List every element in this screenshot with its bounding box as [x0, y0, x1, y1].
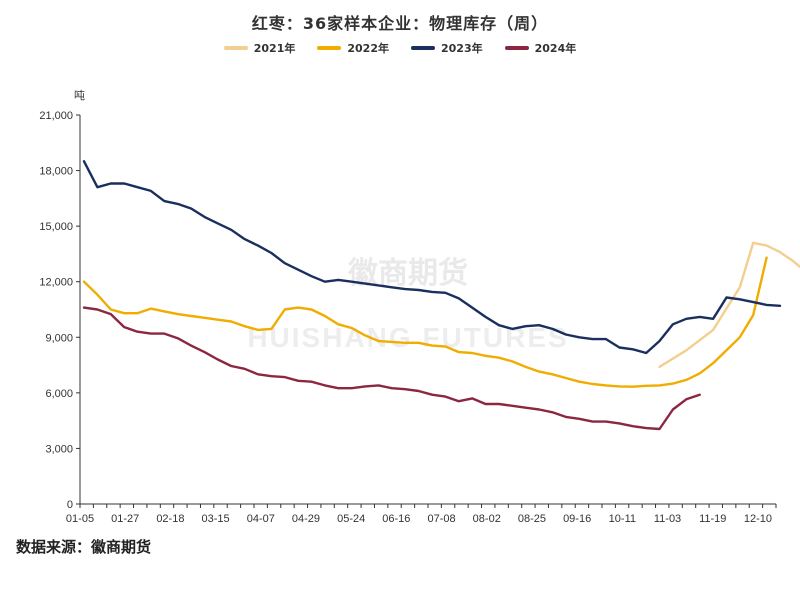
- chart-title: 红枣：36家样本企业：物理库存（周）: [251, 14, 549, 33]
- chart-series: [82, 160, 800, 431]
- x-tick-label: 06-16: [382, 513, 410, 525]
- y-tick-label: 21,000: [39, 110, 73, 122]
- y-tick-label: 6,000: [45, 388, 73, 400]
- legend-swatch-2024: [504, 46, 529, 50]
- legend-swatch-2022: [317, 46, 342, 50]
- series-line-2021年: [658, 241, 800, 369]
- x-tick-label: 11-03: [654, 513, 681, 525]
- x-tick-label: 04-07: [247, 513, 275, 525]
- x-tick-label: 03-15: [202, 513, 230, 525]
- y-tick-label: 9,000: [45, 332, 73, 344]
- watermark-cn: 徽商期货: [347, 256, 468, 290]
- series-line-2022年: [82, 256, 768, 388]
- legend-label-2023: 2023年: [441, 42, 483, 55]
- y-axis-unit: 吨: [74, 89, 85, 102]
- x-tick-label: 07-08: [427, 513, 455, 525]
- y-tick-label: 15,000: [39, 221, 73, 233]
- x-tick-label: 10-11: [609, 513, 636, 525]
- x-tick-label: 01-05: [66, 513, 94, 525]
- x-tick-label: 05-24: [337, 513, 365, 525]
- legend-item-2022[interactable]: 2022年: [317, 40, 389, 56]
- series-line-2024年: [82, 306, 701, 431]
- x-tick-label: 09-16: [563, 513, 591, 525]
- x-tick-label: 11-19: [699, 513, 726, 525]
- legend-label-2022: 2022年: [347, 42, 389, 55]
- legend-label-2024: 2024年: [534, 42, 577, 55]
- legend-swatch-2021: [223, 46, 248, 50]
- legend-item-2023[interactable]: 2023年: [411, 40, 483, 56]
- x-tick-label: 12-10: [744, 513, 772, 525]
- legend-label-2021: 2021年: [253, 42, 296, 55]
- legend-swatch-2023: [411, 46, 435, 50]
- x-tick-label: 04-29: [292, 513, 320, 525]
- series-line-2023年: [82, 160, 782, 355]
- x-tick-label: 02-18: [156, 513, 184, 525]
- legend-item-2024[interactable]: 2024年: [504, 40, 577, 56]
- data-source-note: 数据来源：徽商期货: [16, 538, 152, 556]
- x-tick-label: 01-27: [111, 513, 139, 525]
- y-tick-label: 3,000: [45, 443, 73, 455]
- y-tick-label: 0: [67, 499, 73, 511]
- y-tick-label: 18,000: [39, 166, 73, 178]
- chart-legend: 2021年 2022年 2023年 2024年: [0, 40, 800, 56]
- watermark-en: HUISHANG FUTURES: [247, 322, 568, 353]
- x-tick-label: 08-25: [518, 513, 546, 525]
- y-tick-label: 12,000: [39, 277, 73, 289]
- x-tick-label: 08-02: [473, 513, 501, 525]
- chart-axes: 0 3,000 6,000 9,000 12,000 15,000 18,000 21,000…: [39, 110, 777, 525]
- legend-item-2021[interactable]: 2021年: [223, 40, 296, 56]
